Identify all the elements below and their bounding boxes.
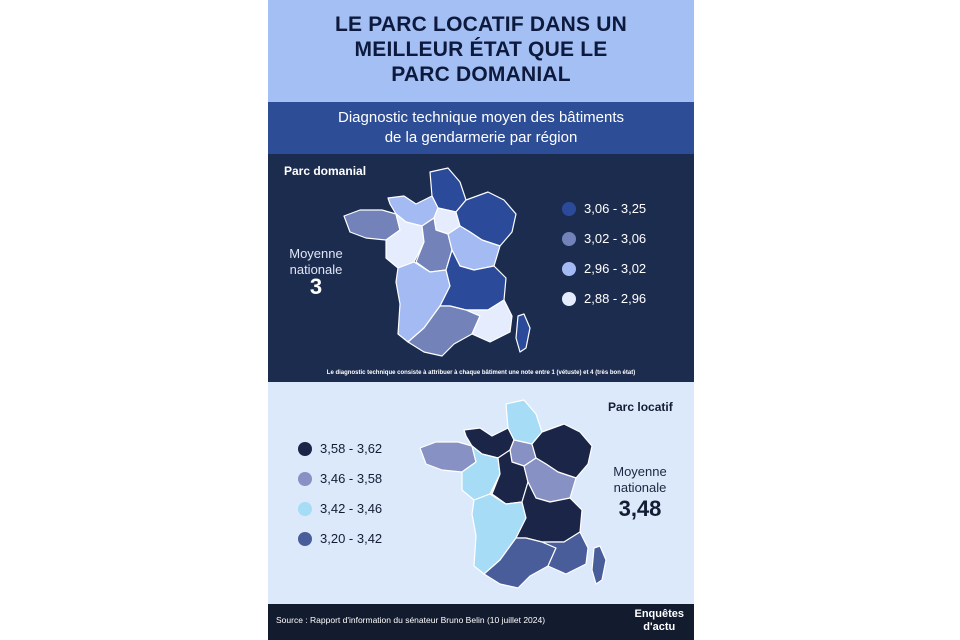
- domanial-section-label: Parc domanial: [284, 164, 367, 178]
- legend-label: 3,42 - 3,46: [320, 501, 383, 516]
- legend-swatch: [298, 532, 312, 546]
- legend-label: 3,06 - 3,25: [584, 201, 647, 216]
- region-corse: [515, 313, 531, 353]
- legend-swatch: [562, 292, 576, 306]
- title-line: PARC DOMANIAL: [391, 63, 571, 86]
- infographic: LE PARC LOCATIF DANS UN MEILLEUR ÉTAT QU…: [268, 0, 694, 640]
- title-band: LE PARC LOCATIF DANS UN MEILLEUR ÉTAT QU…: [268, 0, 694, 102]
- region-paca: [541, 531, 589, 575]
- locatif-section-label: Parc locatif: [608, 400, 673, 414]
- subtitle: Diagnostic technique moyen des bâtiments…: [268, 108, 694, 148]
- subtitle-band: Diagnostic technique moyen des bâtiments…: [268, 102, 694, 154]
- subtitle-line: Diagnostic technique moyen des bâtiments: [338, 109, 624, 126]
- source-text: Source : Rapport d'information du sénate…: [276, 615, 546, 625]
- legend-label: 3,46 - 3,58: [320, 471, 383, 486]
- domanial-average-value: 3: [309, 274, 323, 299]
- brand-logo: Enquêtes d'actu: [634, 608, 684, 634]
- subtitle-line: de la gendarmerie par région: [384, 129, 578, 146]
- locatif-average-label: Moyenne nationale: [594, 464, 686, 496]
- average-label-line: Moyenne: [289, 246, 343, 261]
- legend-swatch: [298, 472, 312, 486]
- legend-label: 3,58 - 3,62: [320, 441, 383, 456]
- region-corse: [591, 545, 607, 585]
- legend-swatch: [562, 232, 576, 246]
- region-paca: [465, 299, 513, 343]
- legend-swatch: [562, 202, 576, 216]
- average-label-line: nationale: [613, 480, 667, 495]
- locatif-panel: Parc locatif 3,58 - 3,62 3,46 - 3,58 3,4…: [268, 382, 694, 604]
- average-label-line: Moyenne: [613, 464, 667, 479]
- legend-swatch: [562, 262, 576, 276]
- legend-label: 2,88 - 2,96: [584, 291, 647, 306]
- legend-swatch: [298, 502, 312, 516]
- domanial-average-label: Moyenne nationale: [272, 246, 360, 278]
- region-occitanie: [483, 537, 557, 589]
- methodology-note: Le diagnostic technique consiste à attri…: [326, 370, 636, 376]
- main-title: LE PARC LOCATIF DANS UN MEILLEUR ÉTAT QU…: [268, 12, 694, 87]
- legend-label: 3,02 - 3,06: [584, 231, 647, 246]
- legend-swatch: [298, 442, 312, 456]
- domanial-panel: Parc domanial Moyenne nationale 3 3,06 -…: [268, 154, 694, 382]
- legend-label: 2,96 - 3,02: [584, 261, 647, 276]
- region-occitanie: [407, 305, 481, 357]
- locatif-france-map: [419, 399, 607, 589]
- domanial-france-map: [343, 167, 531, 357]
- footer: Source : Rapport d'information du sénate…: [268, 604, 694, 640]
- brand-line: d'actu: [643, 621, 676, 633]
- legend-label: 3,20 - 3,42: [320, 531, 383, 546]
- average-label-line: nationale: [289, 262, 343, 277]
- title-line: MEILLEUR ÉTAT QUE LE: [354, 38, 608, 61]
- locatif-average-value: 3,48: [618, 496, 662, 521]
- title-line: LE PARC LOCATIF DANS UN: [335, 13, 627, 36]
- brand-line: Enquêtes: [634, 608, 684, 620]
